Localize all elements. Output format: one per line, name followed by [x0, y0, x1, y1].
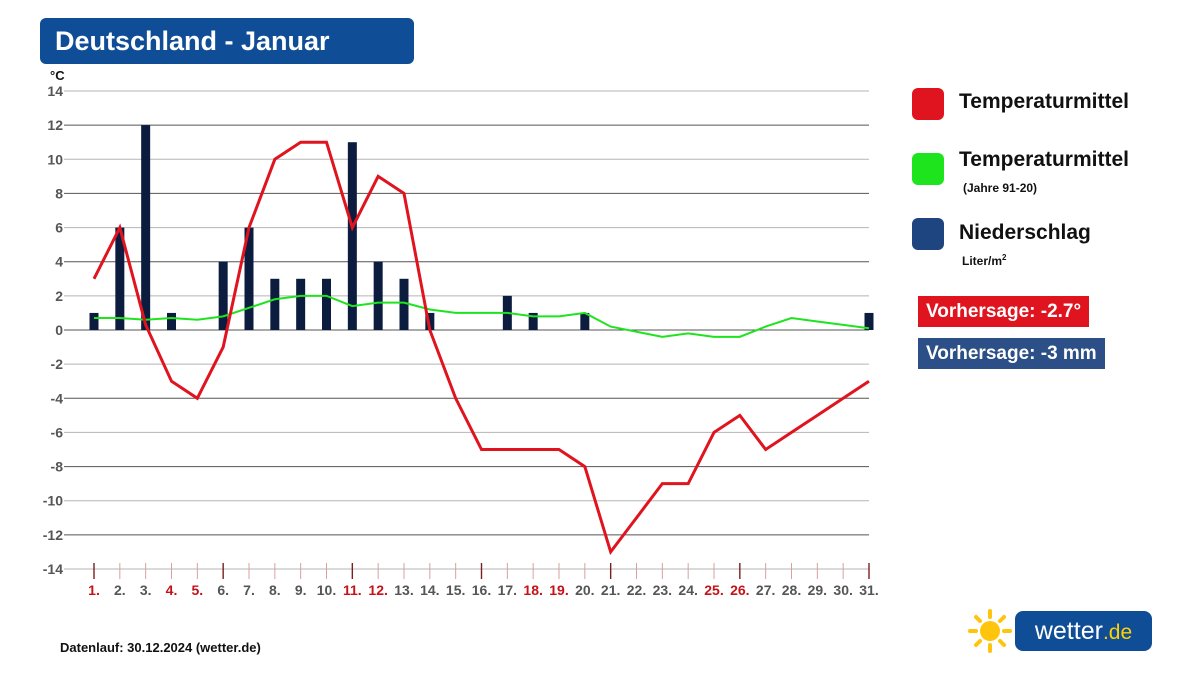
y-tick-label: 4 [55, 254, 63, 270]
legend-swatch-blue [912, 218, 944, 250]
x-tick-label: 15. [446, 582, 465, 598]
precip-bar [580, 312, 590, 330]
legend-sublabel: (Jahre 91-20) [963, 181, 1038, 195]
x-tick-label: 30. [833, 582, 852, 598]
x-tick-label: 4. [166, 582, 178, 598]
x-tick-label: 31. [859, 582, 878, 598]
precip-bar [296, 278, 306, 330]
precip-bar [141, 125, 151, 331]
x-tick-label: 25. [704, 582, 723, 598]
y-tick-label: 0 [55, 322, 63, 338]
page-title: Deutschland - Januar [40, 18, 414, 64]
x-tick-label: 3. [140, 582, 152, 598]
legend-label: Temperaturmittel [959, 148, 1129, 171]
x-tick-label: 1. [88, 582, 100, 598]
x-tick-label: 29. [808, 582, 827, 598]
wetter-logo: wetter.de [968, 609, 1154, 653]
precip-bar [167, 312, 176, 330]
series-line-temperature [92, 140, 870, 556]
logo-wordmark: wetter.de [1015, 611, 1152, 651]
precip-bar [528, 312, 538, 330]
legend-swatch-green [912, 153, 944, 185]
precip-bar [115, 227, 125, 330]
y-tick-label: -10 [43, 493, 63, 509]
x-tick-label: 22. [627, 582, 646, 598]
y-tick-label: 10 [47, 151, 63, 167]
y-tick-label: 12 [47, 117, 63, 133]
legend-label: Niederschlag [959, 221, 1091, 244]
precip-bar [89, 312, 99, 330]
legend-swatch-red [912, 88, 944, 120]
y-axis-unit: °C [50, 68, 65, 83]
x-tick-label: 11. [343, 582, 362, 598]
y-tick-label: 6 [55, 220, 63, 236]
precip-bar [864, 312, 874, 330]
precip-bar [347, 142, 357, 330]
precip-bar [244, 227, 254, 330]
x-tick-label: 8. [269, 582, 281, 598]
x-tick-label: 14. [420, 582, 439, 598]
y-tick-label: -14 [43, 561, 63, 577]
legend-sublabel: Liter/m2 [962, 253, 1007, 268]
x-tick-label: 24. [678, 582, 697, 598]
x-tick-label: 10. [317, 582, 336, 598]
x-tick-label: 2. [114, 582, 126, 598]
x-tick-label: 5. [191, 582, 203, 598]
x-tick-label: 9. [295, 582, 307, 598]
x-tick-label: 18. [523, 582, 542, 598]
precip-bar [322, 278, 331, 330]
footer-data-run: Datenlauf: 30.12.2024 (wetter.de) [60, 640, 261, 655]
forecast-precipitation-badge: Vorhersage: -3 mm [918, 338, 1105, 369]
x-tick-label: 7. [243, 582, 255, 598]
precip-bar [270, 278, 280, 330]
series-line-normal [94, 294, 870, 338]
sun-icon [968, 609, 1012, 653]
x-tick-label: 17. [498, 582, 517, 598]
precip-bar [425, 312, 435, 330]
x-tick-label: 19. [549, 582, 568, 598]
x-tick-label: 12. [368, 582, 387, 598]
x-tick-label: 6. [217, 582, 229, 598]
x-tick-label: 26. [730, 582, 749, 598]
y-tick-label: -4 [51, 390, 64, 406]
x-tick-label: 13. [394, 582, 413, 598]
x-tick-label: 21. [601, 582, 620, 598]
y-tick-label: 14 [47, 83, 63, 99]
x-tick-label: 20. [575, 582, 594, 598]
y-tick-label: -12 [43, 527, 63, 543]
y-tick-label: -8 [51, 459, 64, 475]
y-tick-label: -6 [51, 424, 64, 440]
y-tick-label: 2 [55, 288, 63, 304]
y-tick-label: 8 [55, 185, 63, 201]
x-tick-label: 16. [472, 582, 491, 598]
precip-bar [373, 261, 383, 330]
forecast-temperature-badge: Vorhersage: -2.7° [918, 296, 1090, 327]
legend-label: Temperaturmittel [959, 90, 1129, 113]
precip-bar [218, 261, 228, 330]
y-tick-label: -2 [51, 356, 64, 372]
x-tick-label: 23. [653, 582, 672, 598]
precip-bar [399, 278, 409, 330]
x-tick-label: 28. [782, 582, 801, 598]
x-tick-label: 27. [756, 582, 775, 598]
